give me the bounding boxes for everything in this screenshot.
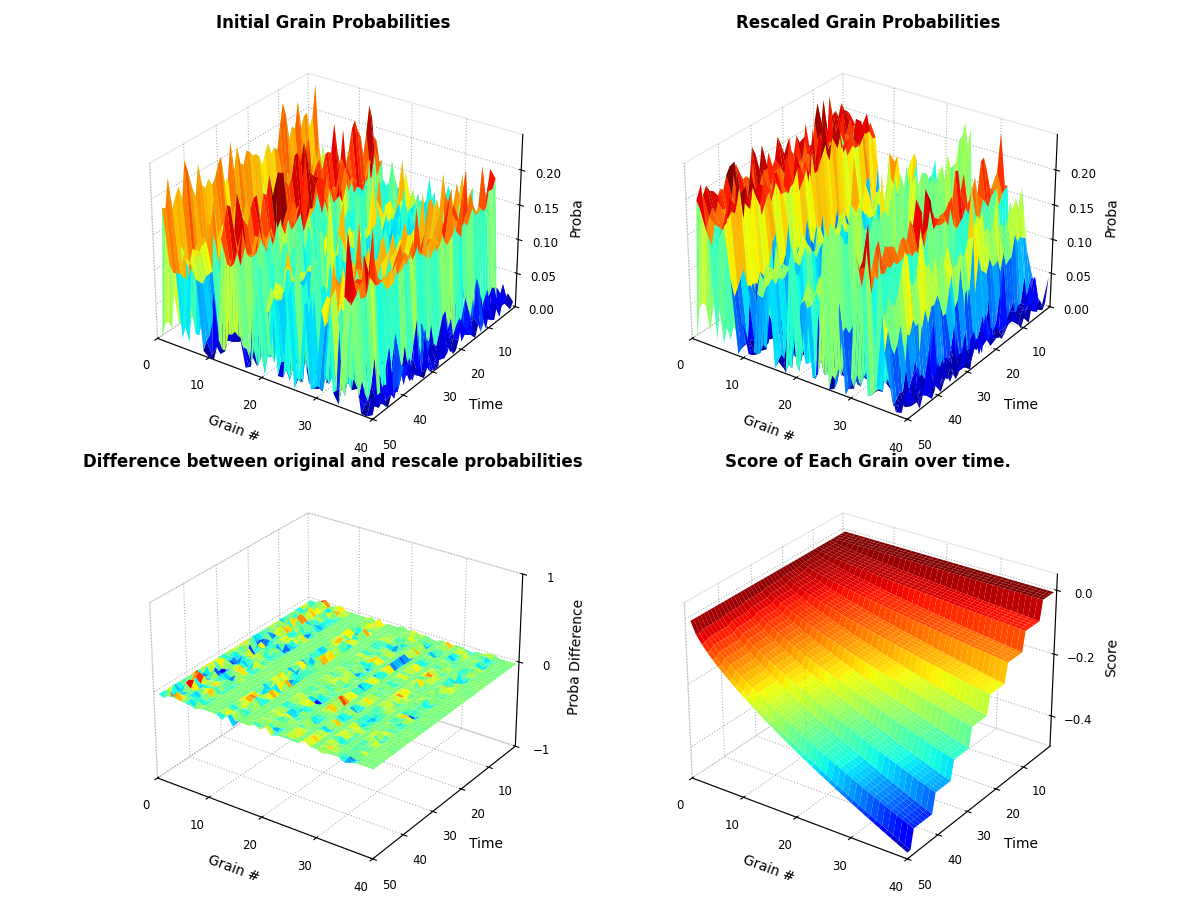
X-axis label: Grain #: Grain #: [207, 413, 262, 445]
Title: Difference between original and rescale probabilities: Difference between original and rescale …: [83, 454, 582, 472]
Title: Rescaled Grain Probabilities: Rescaled Grain Probabilities: [736, 14, 1000, 32]
Y-axis label: Time: Time: [468, 837, 503, 851]
X-axis label: Grain #: Grain #: [741, 413, 796, 445]
Y-axis label: Time: Time: [1004, 837, 1038, 851]
X-axis label: Grain #: Grain #: [741, 852, 796, 885]
Title: Initial Grain Probabilities: Initial Grain Probabilities: [216, 14, 450, 32]
Y-axis label: Time: Time: [1004, 398, 1038, 411]
X-axis label: Grain #: Grain #: [207, 852, 262, 885]
Title: Score of Each Grain over time.: Score of Each Grain over time.: [725, 454, 1011, 472]
Y-axis label: Time: Time: [468, 398, 503, 411]
